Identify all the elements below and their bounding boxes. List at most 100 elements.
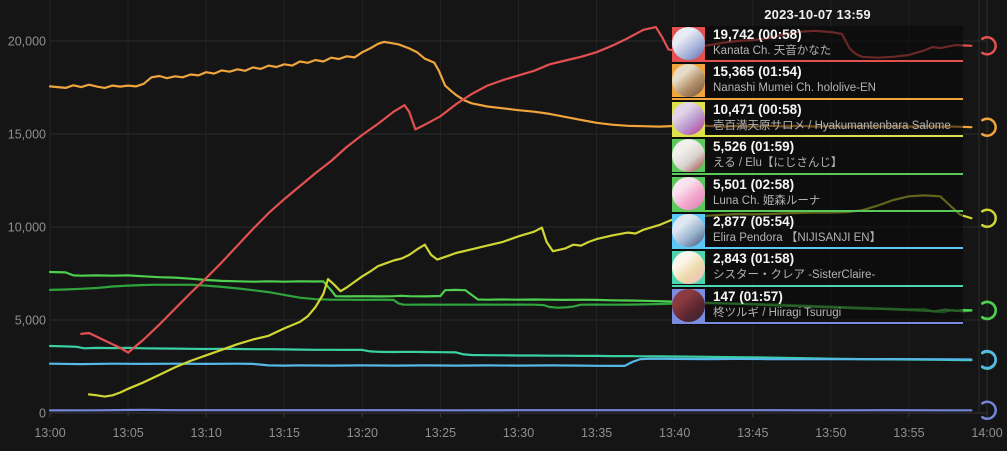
- avatar-image: [672, 64, 705, 98]
- legend-row[interactable]: 19,742 (00:58) Kanata Ch. 天音かなた: [672, 26, 963, 63]
- channel-name: Elira Pendora 【NIJISANJI EN】: [713, 231, 882, 244]
- x-axis-tick-label: 13:30: [503, 426, 534, 440]
- viewer-count-and-elapsed: 10,471 (00:58): [713, 101, 963, 119]
- legend-row[interactable]: 5,501 (02:58) Luna Ch. 姫森ルーナ: [672, 176, 963, 213]
- viewer-count: 15,365: [713, 64, 755, 80]
- legend-texts: 15,365 (01:54) Nanashi Mumei Ch. hololiv…: [713, 63, 963, 96]
- latest-point-marker: [981, 349, 997, 370]
- legend-color-underline: [672, 97, 963, 100]
- x-axis-tick-label: 13:15: [269, 426, 300, 440]
- viewer-count-and-elapsed: 2,843 (01:58): [713, 250, 963, 268]
- legend-row[interactable]: 147 (01:57) 柊ツルギ / Hiiragi Tsurugi: [672, 288, 963, 325]
- legend-texts: 5,501 (02:58) Luna Ch. 姫森ルーナ: [713, 176, 963, 209]
- legend-row[interactable]: 15,365 (01:54) Nanashi Mumei Ch. hololiv…: [672, 63, 963, 100]
- y-axis-tick-label: 0: [39, 407, 46, 421]
- series-line: [48, 408, 973, 412]
- channel-avatar: [672, 101, 705, 135]
- series-line: [48, 357, 973, 367]
- elapsed-time: (00:58): [758, 101, 802, 117]
- legend-color-underline: [672, 172, 963, 175]
- latest-point-marker: [981, 208, 997, 228]
- channel-name: える / Elu【にじさんじ】: [713, 157, 843, 170]
- channel-name: Kanata Ch. 天音かなた: [713, 45, 832, 57]
- legend-texts: 2,843 (01:58) シスター・クレア -SisterClaire-: [713, 250, 963, 283]
- legend-texts: 147 (01:57) 柊ツルギ / Hiiragi Tsurugi: [713, 288, 963, 321]
- viewer-count-and-elapsed: 5,526 (01:59): [713, 138, 963, 156]
- avatar-image: [672, 101, 705, 135]
- channel-avatar: [672, 27, 705, 60]
- x-axis-tick-label: 13:25: [425, 426, 456, 440]
- x-axis-tick-label: 13:10: [191, 426, 222, 440]
- legend-texts: 19,742 (00:58) Kanata Ch. 天音かなた: [713, 26, 963, 59]
- y-axis-tick-label: 10,000: [8, 221, 46, 235]
- x-axis-tick-label: 13:35: [581, 426, 612, 440]
- viewer-count: 147: [713, 288, 736, 304]
- channel-name: 柊ツルギ / Hiiragi Tsurugi: [713, 306, 842, 319]
- x-axis-tick-label: 13:55: [893, 426, 924, 440]
- latest-point-marker: [981, 400, 997, 420]
- legend-color-underline: [672, 209, 963, 212]
- viewer-count: 10,471: [713, 101, 755, 117]
- viewer-count-and-elapsed: 19,742 (00:58): [713, 26, 963, 44]
- y-axis-tick-label: 15,000: [8, 128, 46, 142]
- channel-avatar: [672, 64, 705, 98]
- avatar-image: [672, 139, 705, 173]
- x-axis-tick-label: 14:00: [971, 426, 1002, 440]
- viewer-count-and-elapsed: 2,877 (05:54): [713, 213, 963, 231]
- x-axis-tick-label: 13:05: [112, 426, 143, 440]
- x-axis-tick-label: 13:40: [659, 426, 690, 440]
- legend-color-underline: [672, 247, 963, 250]
- viewer-count: 19,742: [713, 27, 755, 42]
- viewer-count: 2,843: [713, 251, 747, 267]
- elapsed-time: (01:54): [758, 64, 802, 80]
- legend-texts: 2,877 (05:54) Elira Pendora 【NIJISANJI E…: [713, 213, 963, 246]
- elapsed-time: (01:57): [739, 288, 783, 304]
- elapsed-time: (01:58): [750, 251, 795, 267]
- avatar-image: [672, 27, 705, 60]
- avatar-image: [672, 176, 705, 210]
- series-line: [48, 344, 973, 362]
- x-axis-tick-label: 13:45: [737, 426, 768, 440]
- channel-name: Nanashi Mumei Ch. hololive-EN: [713, 82, 876, 95]
- viewer-count-and-elapsed: 5,501 (02:58): [713, 176, 963, 194]
- channel-legend: 19,742 (00:58) Kanata Ch. 天音かなた 15,365 (…: [672, 26, 963, 326]
- legend-row[interactable]: 2,843 (01:58) シスター・クレア -SisterClaire-: [672, 250, 963, 287]
- legend-color-underline: [672, 322, 963, 325]
- x-axis-tick-label: 13:50: [815, 426, 846, 440]
- legend-row[interactable]: 10,471 (00:58) 壱百満天原サロメ / Hyakumantenbar…: [672, 101, 963, 138]
- elapsed-time: (00:58): [758, 27, 802, 42]
- legend-color-underline: [672, 284, 963, 287]
- legend-row[interactable]: 2,877 (05:54) Elira Pendora 【NIJISANJI E…: [672, 213, 963, 250]
- avatar-image: [672, 288, 705, 322]
- viewer-count: 5,501: [713, 176, 747, 192]
- channel-avatar: [672, 213, 705, 247]
- viewer-count: 2,877: [713, 213, 747, 229]
- viewer-count-and-elapsed: 147 (01:57): [713, 288, 963, 306]
- channel-name: Luna Ch. 姫森ルーナ: [713, 194, 821, 207]
- x-axis-tick-label: 13:20: [347, 426, 378, 440]
- y-axis-tick-label: 20,000: [8, 35, 46, 49]
- legend-color-underline: [672, 135, 963, 138]
- legend-color-underline: [672, 60, 963, 63]
- legend-row[interactable]: 5,526 (01:59) える / Elu【にじさんじ】: [672, 138, 963, 175]
- latest-point-marker: [981, 117, 997, 137]
- channel-avatar: [672, 139, 705, 173]
- channel-avatar: [672, 176, 705, 210]
- latest-point-marker: [981, 36, 997, 56]
- current-datetime-label: 2023-10-07 13:59: [764, 7, 871, 22]
- elapsed-time: (02:58): [750, 176, 795, 192]
- elapsed-time: (05:54): [750, 213, 795, 229]
- legend-texts: 5,526 (01:59) える / Elu【にじさんじ】: [713, 138, 963, 171]
- elapsed-time: (01:59): [750, 139, 795, 155]
- legend-texts: 10,471 (00:58) 壱百満天原サロメ / Hyakumantenbar…: [713, 101, 963, 134]
- x-axis-tick-label: 13:00: [34, 426, 65, 440]
- latest-point-marker: [981, 300, 997, 320]
- channel-name: シスター・クレア -SisterClaire-: [713, 269, 876, 282]
- channel-avatar: [672, 251, 705, 285]
- channel-avatar: [672, 288, 705, 322]
- y-axis-tick-label: 5,000: [15, 314, 46, 328]
- channel-name: 壱百満天原サロメ / Hyakumantenbara Salome: [713, 119, 951, 132]
- avatar-image: [672, 213, 705, 247]
- avatar-image: [672, 251, 705, 285]
